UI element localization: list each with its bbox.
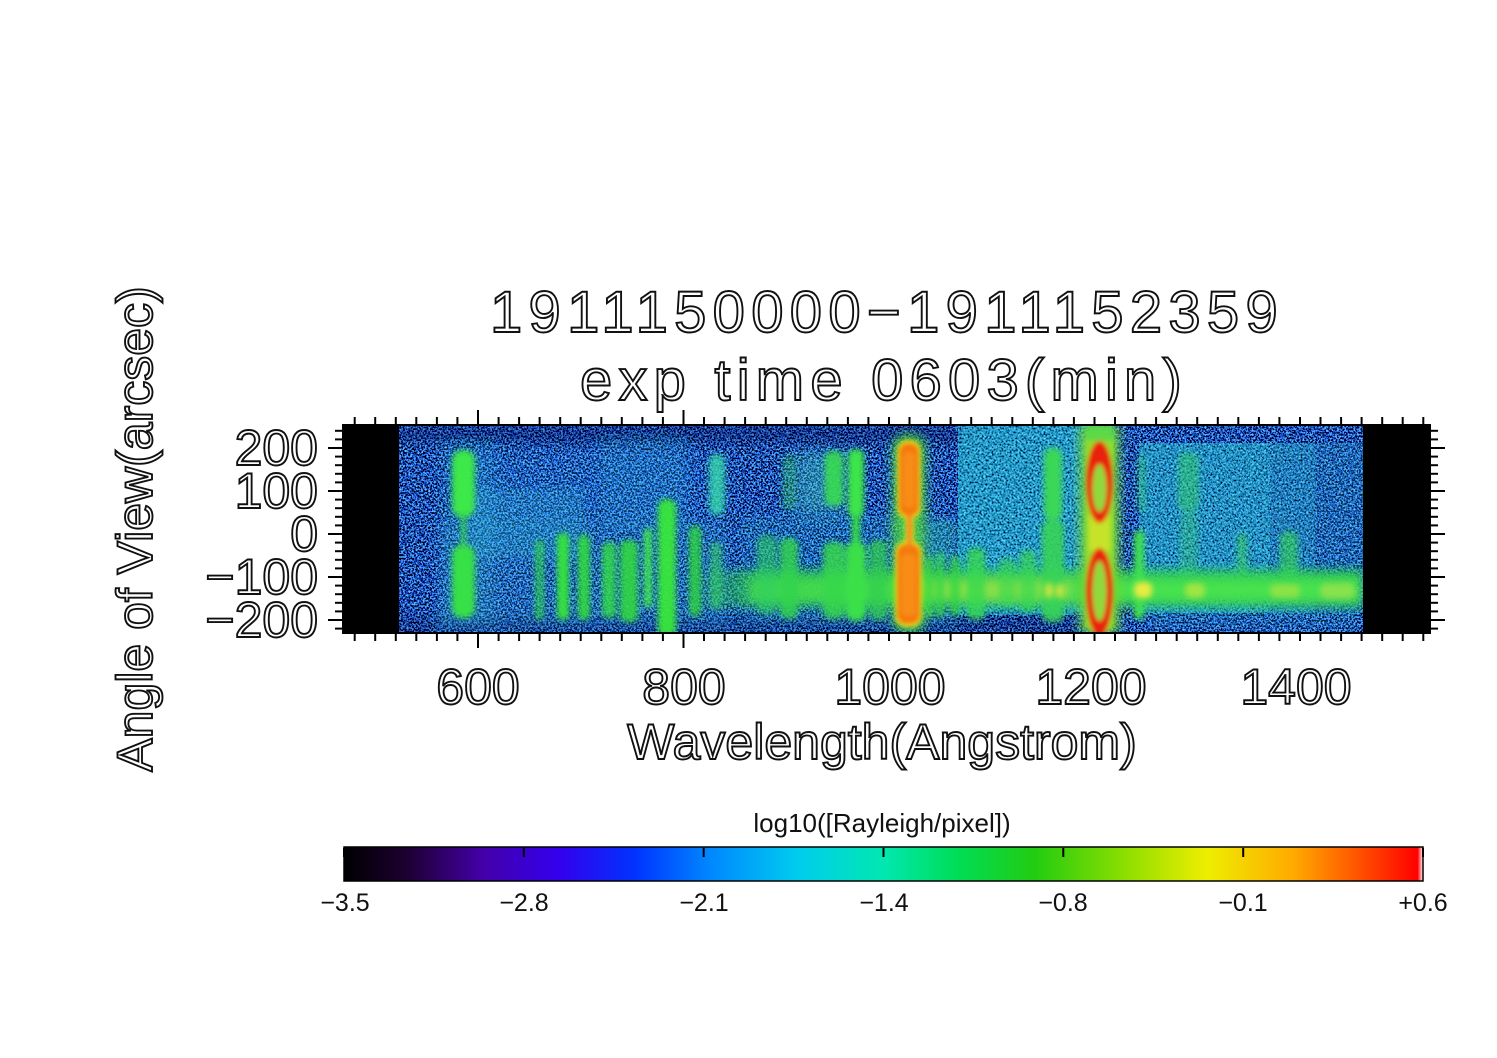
svg-text:−100: −100 — [205, 549, 318, 605]
svg-text:200: 200 — [235, 420, 318, 476]
svg-text:1200: 1200 — [1035, 659, 1146, 715]
svg-text:Angle of View(arcsec): Angle of View(arcsec) — [107, 286, 163, 771]
svg-text:0: 0 — [290, 506, 318, 562]
svg-text:−3.5: −3.5 — [320, 889, 369, 917]
svg-text:−0.8: −0.8 — [1038, 889, 1087, 917]
svg-text:800: 800 — [642, 659, 725, 715]
svg-text:−0.1: −0.1 — [1218, 889, 1267, 917]
svg-text:log10([Rayleigh/pixel]): log10([Rayleigh/pixel]) — [753, 808, 1010, 838]
svg-text:600: 600 — [436, 659, 519, 715]
svg-text:Wavelength(Angstrom): Wavelength(Angstrom) — [627, 714, 1136, 770]
svg-text:+0.6: +0.6 — [1398, 889, 1447, 917]
svg-text:−200: −200 — [205, 592, 318, 648]
svg-text:−2.1: −2.1 — [679, 889, 728, 917]
svg-text:−2.8: −2.8 — [499, 889, 548, 917]
svg-text:−1.4: −1.4 — [859, 889, 908, 917]
svg-text:exp time 0603(min): exp time 0603(min) — [580, 348, 1188, 413]
svg-text:1000: 1000 — [834, 659, 945, 715]
svg-text:1911150000−1911152359: 1911150000−1911152359 — [490, 280, 1284, 345]
svg-text:100: 100 — [235, 463, 318, 519]
svg-text:1400: 1400 — [1240, 659, 1351, 715]
